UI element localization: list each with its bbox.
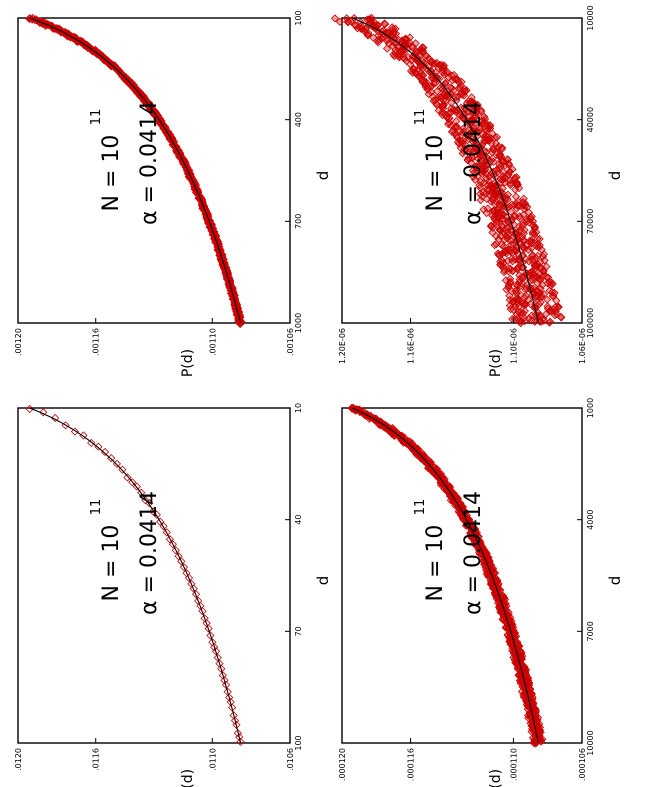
- y-axis-label: P(d): [180, 349, 196, 377]
- y-axis-label: P(d): [488, 349, 504, 377]
- panel-1: 10 40 70 100.0106 .0110 .0116 .0120 d P(d) N = 10…: [14, 403, 332, 787]
- y-tick-label: 1.20E-06: [338, 328, 347, 364]
- data-point: [107, 454, 116, 463]
- annotation-n-exponent: 11: [89, 499, 104, 516]
- y-tick-label: .00106: [286, 328, 295, 356]
- annotation-n-exponent: 11: [89, 109, 104, 126]
- y-tick-label: .000106: [578, 748, 587, 781]
- data-point: [184, 573, 194, 582]
- x-tick-label: 70000: [586, 209, 595, 234]
- x-tick-label: 70: [294, 626, 303, 636]
- fit-curve: [29, 407, 242, 744]
- y-tick-label: .0116: [92, 748, 101, 771]
- annotation-n-exponent: 11: [413, 109, 428, 126]
- data-point: [211, 647, 221, 656]
- data-point: [112, 459, 122, 469]
- data-point: [236, 737, 245, 746]
- x-tick-label: 10000: [586, 730, 595, 755]
- y-tick-label: 1.10E-06: [509, 328, 518, 364]
- y-tick-label: .0120: [14, 748, 23, 771]
- x-tick-label: 100: [294, 10, 303, 25]
- annotation-n-exponent: 11: [413, 499, 428, 516]
- y-tick-label: 1.06E-06: [578, 328, 587, 364]
- y-tick-label: .000110: [509, 748, 518, 781]
- x-tick-label: 7000: [586, 621, 595, 641]
- x-axis-label: d: [606, 576, 624, 586]
- data-point: [177, 557, 186, 566]
- x-tick-label: 700: [294, 214, 303, 229]
- x-tick-label: 1000: [294, 313, 303, 333]
- panel-3: 1000 4000 7000 10000.000106 .000110 .000116 .0…: [338, 398, 624, 787]
- y-axis-label: P(d): [488, 769, 504, 787]
- data-point: [223, 687, 232, 696]
- x-tick-label: 400: [294, 112, 303, 127]
- data-point: [233, 728, 242, 738]
- data-point: [204, 624, 213, 633]
- y-tick-label: .000116: [407, 748, 416, 781]
- annotation-alpha: α = 0.0414: [137, 101, 162, 225]
- data-point: [179, 563, 189, 572]
- annotation-n: N = 10: [99, 525, 124, 602]
- annotation-alpha: α = 0.0414: [461, 491, 486, 615]
- x-tick-label: 40000: [586, 107, 595, 132]
- y-tick-label: .00110: [208, 328, 217, 356]
- data-point: [171, 546, 180, 555]
- annotation-n: N = 10: [99, 135, 124, 212]
- y-axis-label: P(d): [180, 769, 196, 787]
- x-axis-label: d: [314, 171, 332, 181]
- y-tick-label: .0110: [208, 748, 217, 771]
- data-point: [206, 631, 215, 640]
- x-tick-label: 40: [294, 515, 303, 525]
- y-tick-label: .00116: [92, 328, 101, 356]
- data-point: [232, 720, 241, 730]
- panel-2: 100 400 700 1000.00106 .00110 .00116 .00120 d P(…: [14, 10, 332, 377]
- data-point: [94, 442, 103, 451]
- x-tick-label: 10000: [586, 5, 595, 30]
- y-tick-label: .000120: [338, 748, 347, 781]
- data-point: [230, 716, 240, 725]
- y-tick-label: .00120: [14, 328, 23, 356]
- data-point: [123, 473, 132, 482]
- data-point: [25, 404, 34, 414]
- data-point: [100, 447, 110, 457]
- y-tick-label: 1.16E-06: [407, 328, 416, 364]
- x-tick-label: 4000: [586, 509, 595, 529]
- plot-frame: [17, 17, 291, 324]
- data-point: [210, 643, 219, 652]
- data-point: [198, 607, 207, 616]
- plot-frame: [17, 407, 291, 744]
- annotation-alpha: α = 0.0414: [137, 491, 162, 615]
- data-point: [221, 680, 231, 689]
- x-tick-label: 10: [294, 403, 303, 413]
- x-tick-label: 100: [294, 735, 303, 750]
- data-point: [109, 61, 118, 70]
- data-point: [168, 540, 177, 549]
- data-point: [189, 584, 198, 593]
- x-tick-label: 100000: [586, 308, 595, 339]
- data-point: [226, 697, 235, 707]
- annotation-n: N = 10: [423, 135, 448, 212]
- x-axis-label: d: [606, 171, 624, 181]
- annotation-n: N = 10: [423, 525, 448, 602]
- data-point: [220, 676, 229, 685]
- y-tick-label: .0106: [286, 748, 295, 771]
- x-tick-label: 1000: [586, 398, 595, 418]
- data-point: [213, 653, 222, 662]
- data-point: [228, 703, 237, 712]
- annotation-alpha: α = 0.0414: [461, 101, 486, 225]
- x-axis-label: d: [314, 576, 332, 586]
- data-point: [217, 664, 226, 673]
